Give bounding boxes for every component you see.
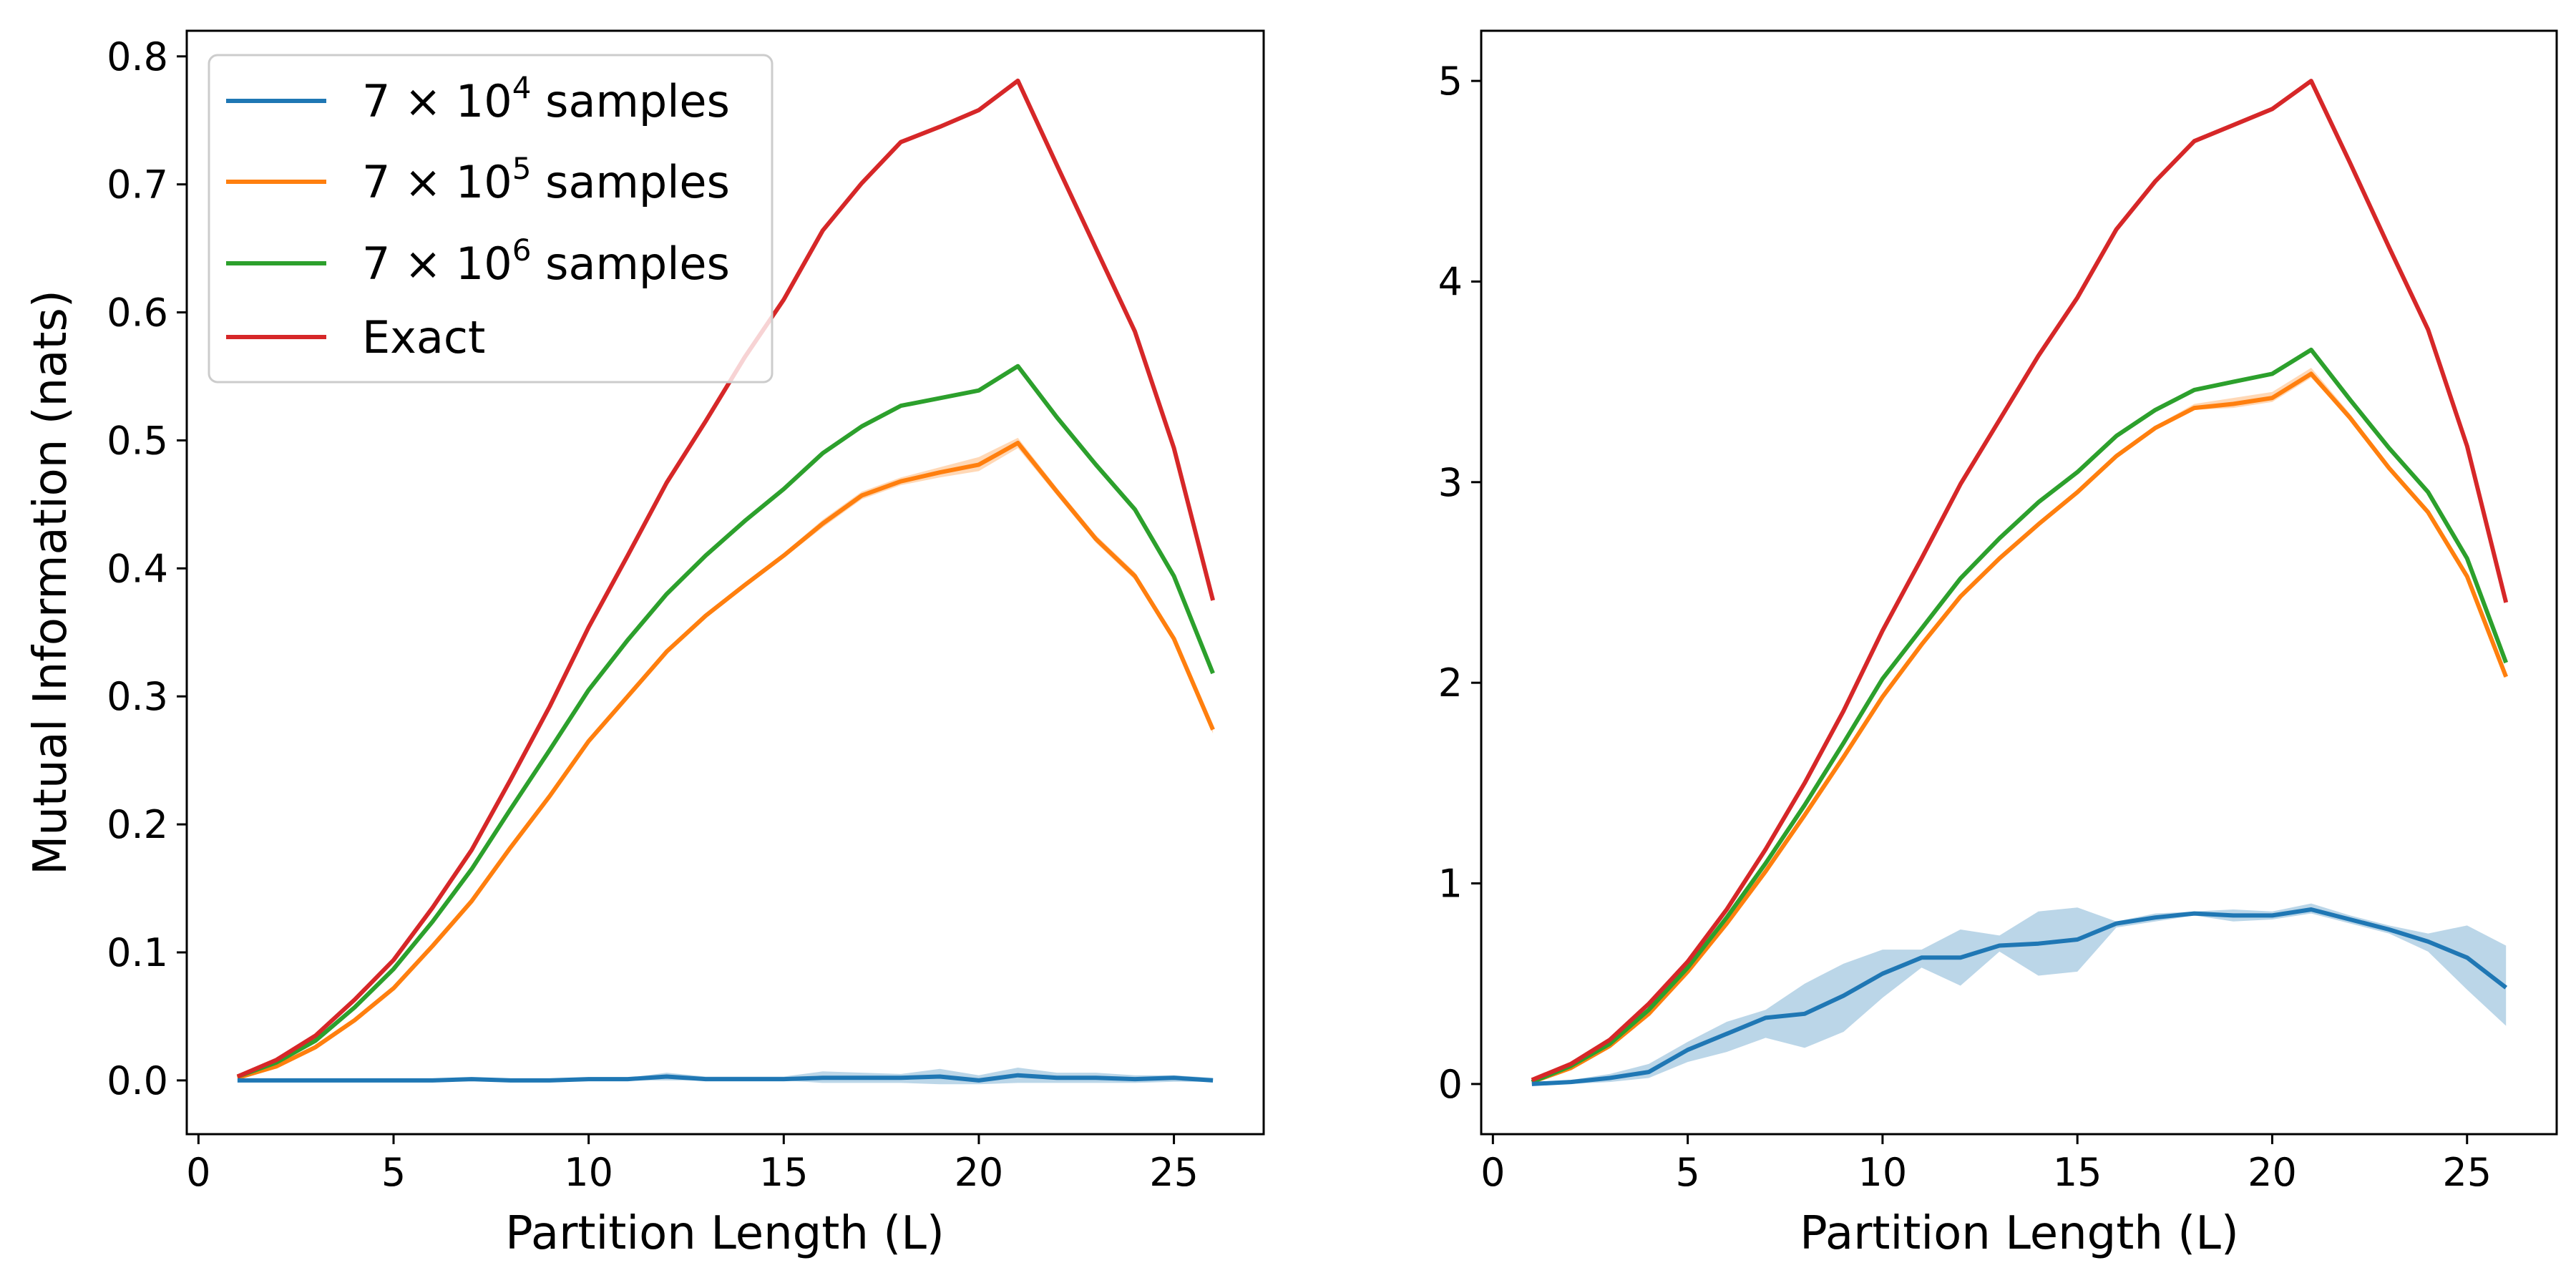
right-y-ticks: 0 1 2 3 4 5: [1438, 59, 1481, 1107]
right-x-tick-label: 20: [2248, 1150, 2297, 1195]
right-x-tick-label: 0: [1480, 1150, 1505, 1195]
right-x-ticks: 0 5 10 15 20 25: [1480, 1134, 2492, 1195]
left-y-tick-label: 0.0: [107, 1058, 168, 1103]
left-y-tick-label: 0.2: [107, 802, 168, 847]
left-plot-frame: [185, 29, 1265, 1136]
left-x-tick-label: 5: [381, 1150, 406, 1195]
left-x-tick-label: 0: [186, 1150, 210, 1195]
left-y-tick-label: 0.5: [107, 418, 168, 463]
right-x-axis-label: Partition Length (L): [1800, 1207, 2239, 1260]
right-panel: 0 5 10 15 20 25 0 1 2 3 4 5 Partition Length (L): [1438, 29, 2558, 1260]
right-y-tick-label: 1: [1438, 862, 1463, 907]
left-x-ticks: 0 5 10 15 20 25: [186, 1134, 1199, 1195]
right-series-lines: [1531, 79, 2509, 1086]
left-x-tick-label: 10: [564, 1150, 613, 1195]
right-y-tick-label: 2: [1438, 660, 1463, 706]
legend-label-1e6: 7 × 106 samples: [362, 233, 730, 290]
left-line-1e6: [236, 364, 1215, 1079]
right-plot-frame: [1480, 29, 2558, 1136]
left-line-1e5: [237, 441, 1215, 1080]
right-y-tick-label: 5: [1438, 59, 1463, 104]
left-panel: 0 5 10 15 20 25 0.0 0.1 0.2 0.3 0.4 0.5 0.6 0.7 0.8 P…: [24, 29, 1265, 1260]
legend-entry-exact: Exact: [226, 311, 485, 364]
legend-entry-1e4: 7 × 104 samples: [226, 70, 730, 127]
left-y-tick-label: 0.3: [107, 674, 168, 719]
legend-label-exact: Exact: [362, 311, 485, 364]
right-y-tick-label: 3: [1438, 460, 1463, 505]
right-y-tick-label: 0: [1438, 1062, 1463, 1107]
left-y-ticks: 0.0 0.1 0.2 0.3 0.4 0.5 0.6 0.7 0.8: [107, 34, 187, 1103]
legend-entry-1e6: 7 × 106 samples: [226, 233, 730, 290]
left-y-tick-label: 0.1: [107, 930, 168, 975]
legend: 7 × 104 samples 7 × 105 samples 7 × 106 …: [208, 54, 774, 384]
right-line-1e6: [1531, 347, 2509, 1084]
right-line-1e5: [1531, 371, 2508, 1084]
right-x-tick-label: 25: [2442, 1150, 2492, 1195]
left-y-tick-label: 0.6: [107, 291, 168, 336]
left-y-tick-label: 0.4: [107, 546, 168, 591]
right-x-tick-label: 5: [1675, 1150, 1699, 1195]
left-x-tick-label: 15: [759, 1150, 809, 1195]
left-x-tick-label: 20: [955, 1150, 1004, 1195]
legend-entry-1e5: 7 × 105 samples: [226, 151, 730, 208]
left-line-exact: [236, 78, 1216, 1079]
right-band-1e4: [1531, 903, 2507, 1084]
left-x-axis-label: Partition Length (L): [505, 1207, 945, 1260]
right-line-exact: [1531, 79, 2509, 1083]
right-x-tick-label: 15: [2053, 1150, 2102, 1195]
left-x-tick-label: 25: [1149, 1150, 1199, 1195]
legend-label-1e5: 7 × 105 samples: [362, 151, 730, 208]
left-y-tick-label: 0.8: [107, 34, 168, 79]
legend-box: [208, 54, 774, 384]
left-line-1e4: [237, 1073, 1214, 1083]
left-y-axis-label: Mutual Information (nats): [24, 290, 77, 875]
right-y-tick-label: 4: [1438, 259, 1463, 304]
left-series-lines: [236, 78, 1216, 1083]
legend-label-1e4: 7 × 104 samples: [362, 70, 730, 127]
right-confidence-bands: [1531, 368, 2507, 1084]
right-line-1e4: [1531, 907, 2508, 1086]
right-x-tick-label: 10: [1858, 1150, 1908, 1195]
left-y-tick-label: 0.7: [107, 162, 168, 208]
